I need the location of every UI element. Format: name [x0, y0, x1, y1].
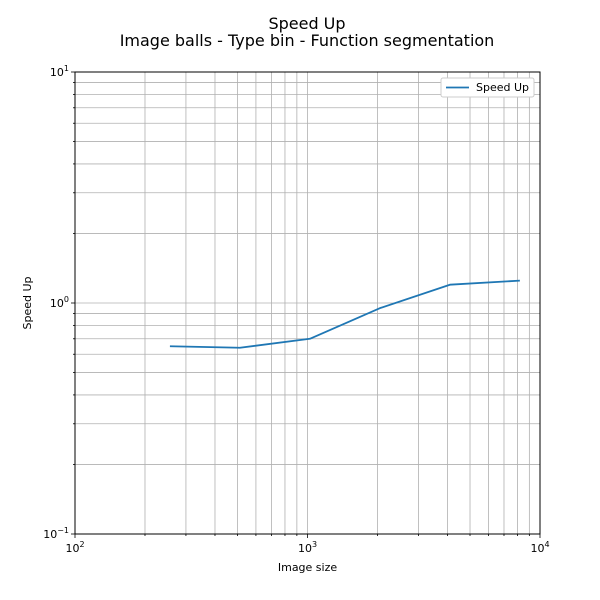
- x-tick-label: 103: [298, 540, 317, 555]
- series-layer: [169, 279, 520, 349]
- chart-subtitle: Image balls - Type bin - Function segmen…: [120, 31, 495, 50]
- chart-title: Speed Up: [268, 14, 345, 33]
- grid-lines: [74, 71, 541, 535]
- x-tick-label: 102: [65, 540, 84, 555]
- legend: Speed Up: [440, 77, 535, 98]
- x-tick-label: 104: [530, 540, 549, 555]
- legend-box: [440, 77, 535, 98]
- y-tick-label: 10−1: [43, 526, 69, 541]
- y-tick-label: 100: [50, 295, 69, 310]
- y-tick-label: 101: [50, 64, 69, 79]
- tick-marks: 102 103 104 10−1 100 101: [43, 64, 549, 555]
- series-line-speed-up: [169, 279, 520, 349]
- legend-label-speed-up: Speed Up: [476, 81, 529, 94]
- y-axis-label: Speed Up: [21, 276, 34, 329]
- x-axis-label: Image size: [278, 561, 338, 574]
